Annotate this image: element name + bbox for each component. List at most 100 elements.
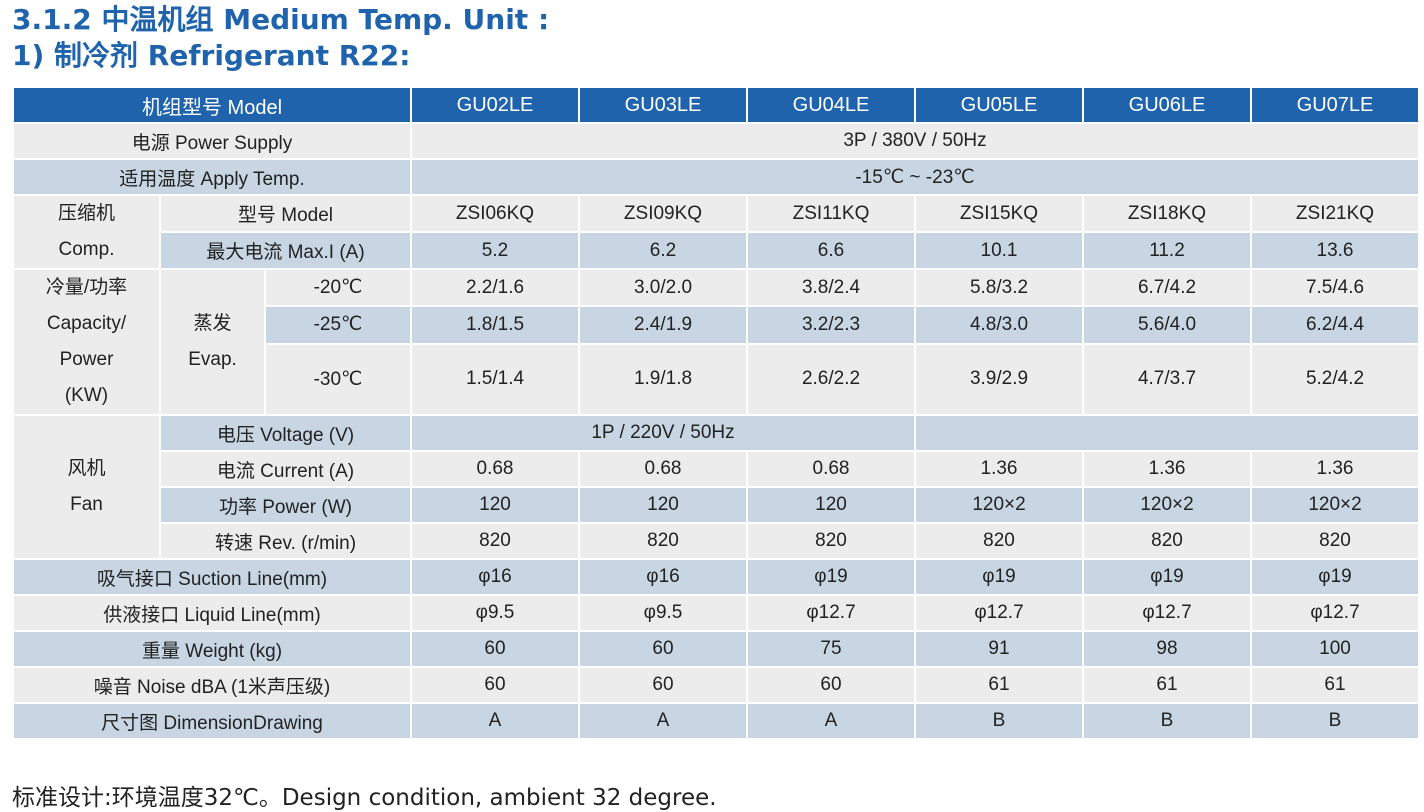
model-header: GU03LE — [578, 86, 748, 124]
power-supply-value: 3P / 380V / 50Hz — [410, 122, 1420, 160]
evap-label-cn: 蒸发 — [193, 313, 232, 334]
cell: 0.68 — [578, 450, 748, 488]
cell: A — [410, 702, 580, 740]
cell: 820 — [746, 522, 916, 560]
title-line-1: 3.1.2 中温机组 Medium Temp. Unit : — [12, 3, 550, 36]
cell: φ19 — [1250, 558, 1420, 596]
power-supply-row: 电源 Power Supply 3P / 380V / 50Hz — [12, 122, 1420, 160]
row-label: 功率 Power (W) — [159, 486, 412, 524]
cell: 60 — [410, 630, 580, 668]
cell: 61 — [914, 666, 1084, 704]
cell: ZSI06KQ — [410, 194, 580, 233]
apply-temp-value: -15℃ ~ -23℃ — [410, 158, 1420, 196]
row-label: 转速 Rev. (r/min) — [159, 522, 412, 560]
row-label: 吸气接口 Suction Line(mm) — [12, 558, 412, 596]
model-header: GU02LE — [410, 86, 580, 124]
cell: φ9.5 — [410, 594, 580, 632]
capacity-label-3: Power — [59, 349, 114, 370]
cell: A — [578, 702, 748, 740]
cell: 60 — [410, 666, 580, 704]
cell: 120×2 — [1250, 486, 1420, 524]
title-line-2: 1) 制冷剂 Refrigerant R22: — [12, 39, 411, 72]
compressor-label-cn: 压缩机 — [57, 203, 115, 224]
cell: A — [746, 702, 916, 740]
cell: φ16 — [410, 558, 580, 596]
cell: B — [914, 702, 1084, 740]
section-title: 3.1.2 中温机组 Medium Temp. Unit : 1) 制冷剂 Re… — [12, 2, 549, 74]
cell: 4.8/3.0 — [914, 305, 1084, 345]
cell: φ12.7 — [1082, 594, 1252, 632]
cell: ZSI11KQ — [746, 194, 916, 233]
row-label: 最大电流 Max.I (A) — [159, 231, 412, 270]
compressor-group-label: 压缩机 Comp. — [12, 194, 161, 270]
cell: 61 — [1250, 666, 1420, 704]
fan-current-row: 电流 Current (A) 0.68 0.68 0.68 1.36 1.36 … — [13, 450, 1420, 488]
cell: 0.68 — [746, 450, 916, 488]
cell: φ9.5 — [578, 594, 748, 632]
cell: φ19 — [746, 558, 916, 596]
cell: 60 — [578, 630, 748, 668]
fan-label-cn: 风机 — [67, 458, 106, 479]
cell: 1.8/1.5 — [410, 305, 580, 345]
capacity-label-2: Capacity/ — [46, 313, 127, 334]
cell: 5.2/4.2 — [1250, 342, 1420, 417]
fan-rev-row: 转速 Rev. (r/min) 820 820 820 820 820 820 — [13, 522, 1420, 560]
cell: 820 — [578, 522, 748, 560]
noise-row: 噪音 Noise dBA (1米声压级) 60 60 60 61 61 61 — [12, 666, 1420, 704]
cell: 820 — [914, 522, 1084, 560]
fan-group-label: 风机 Fan — [12, 414, 161, 560]
fan-voltage-row: 风机 Fan 电压 Voltage (V) 1P / 220V / 50Hz — [12, 414, 1420, 560]
cell: 7.5/4.6 — [1250, 267, 1420, 308]
comp-current-row: 最大电流 Max.I (A) 5.2 6.2 6.6 10.1 11.2 13.… — [13, 231, 1420, 270]
capacity-label-4: (KW) — [64, 385, 109, 406]
cell: 98 — [1082, 630, 1252, 668]
cell: 3.0/2.0 — [578, 267, 748, 308]
compressor-label-en: Comp. — [58, 239, 115, 260]
model-header: GU06LE — [1082, 86, 1252, 124]
row-label: 重量 Weight (kg) — [12, 630, 412, 668]
footnote: 标准设计:环境温度32℃。Design condition, ambient 3… — [12, 785, 717, 811]
temp-label: -25℃ — [264, 305, 412, 345]
cell: 820 — [1082, 522, 1252, 560]
cell: B — [1082, 702, 1252, 740]
apply-temp-row: 适用温度 Apply Temp. -15℃ ~ -23℃ — [12, 158, 1420, 196]
cell: 820 — [1250, 522, 1420, 560]
cell: φ12.7 — [914, 594, 1084, 632]
cell: 3.2/2.3 — [746, 305, 916, 345]
capacity-row-20: 冷量/功率 Capacity/ Power (KW) 蒸发 Evap. -20℃… — [12, 267, 1420, 416]
cell: 120 — [578, 486, 748, 524]
cell: 120×2 — [1082, 486, 1252, 524]
cell: 120 — [410, 486, 580, 524]
model-header: GU05LE — [914, 86, 1084, 124]
cell: 2.2/1.6 — [410, 267, 580, 308]
cell: 6.6 — [746, 231, 916, 270]
cell: 60 — [578, 666, 748, 704]
cell: 6.7/4.2 — [1082, 267, 1252, 308]
temp-label: -20℃ — [264, 267, 412, 308]
cell: 1.36 — [1082, 450, 1252, 488]
cell: φ16 — [578, 558, 748, 596]
cell: 61 — [1082, 666, 1252, 704]
cell: 120×2 — [914, 486, 1084, 524]
evap-group-label: 蒸发 Evap. — [159, 268, 266, 416]
cell: 4.7/3.7 — [1082, 342, 1252, 417]
cell: 2.6/2.2 — [746, 342, 916, 417]
cell: 6.2/4.4 — [1250, 305, 1420, 345]
capacity-row-30: -30℃ 1.5/1.4 1.9/1.8 2.6/2.2 3.9/2.9 4.7… — [13, 342, 1420, 417]
cell: 10.1 — [914, 231, 1084, 270]
cell: 11.2 — [1082, 231, 1252, 270]
fan-power-row: 功率 Power (W) 120 120 120 120×2 120×2 120… — [13, 486, 1420, 524]
cell: 100 — [1250, 630, 1420, 668]
cell: 91 — [914, 630, 1084, 668]
row-label: 尺寸图 DimensionDrawing — [12, 702, 412, 740]
cell: 1.9/1.8 — [578, 342, 748, 417]
cell: ZSI18KQ — [1082, 194, 1252, 233]
cell: 1.36 — [914, 450, 1084, 488]
cell: 13.6 — [1250, 231, 1420, 270]
spec-table: 机组型号 Model GU02LE GU03LE GU04LE GU05LE G… — [12, 86, 1420, 740]
cell: φ12.7 — [1250, 594, 1420, 632]
cell: 5.8/3.2 — [914, 267, 1084, 308]
row-label: 电源 Power Supply — [12, 122, 412, 160]
capacity-label-1: 冷量/功率 — [45, 277, 128, 298]
row-label: 型号 Model — [159, 194, 412, 233]
